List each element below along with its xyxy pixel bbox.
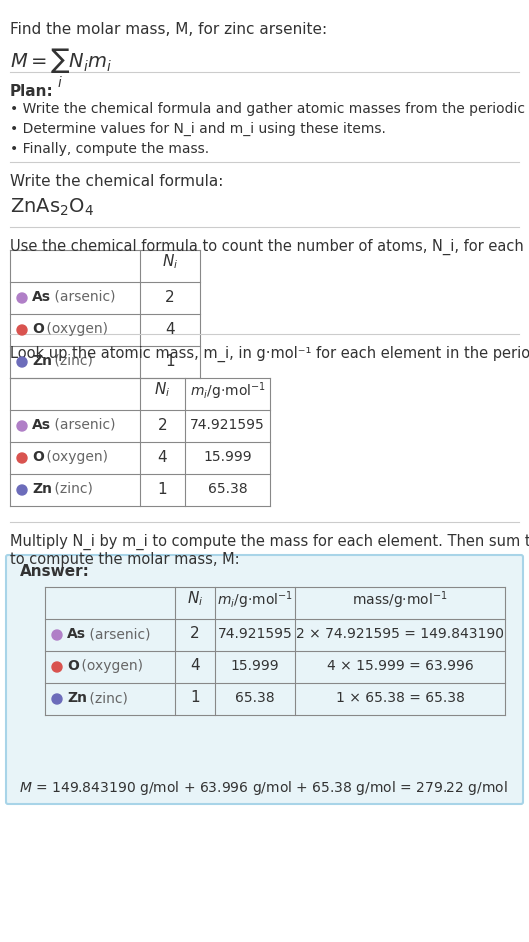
- Text: $m_i$/g·mol$^{-1}$: $m_i$/g·mol$^{-1}$: [217, 589, 293, 610]
- Text: $N_i$: $N_i$: [154, 380, 171, 398]
- Text: 2 × 74.921595 = 149.843190: 2 × 74.921595 = 149.843190: [296, 627, 504, 641]
- Text: 74.921595: 74.921595: [190, 418, 265, 432]
- Circle shape: [52, 694, 62, 704]
- Text: (zinc): (zinc): [85, 691, 128, 705]
- Text: 65.38: 65.38: [235, 691, 275, 705]
- Text: ZnAs$_2$O$_4$: ZnAs$_2$O$_4$: [10, 197, 94, 219]
- Text: (oxygen): (oxygen): [42, 322, 108, 336]
- Text: (zinc): (zinc): [50, 482, 93, 496]
- Circle shape: [17, 485, 27, 495]
- Text: (arsenic): (arsenic): [50, 418, 115, 432]
- Circle shape: [17, 293, 27, 303]
- Text: 1 × 65.38 = 65.38: 1 × 65.38 = 65.38: [335, 691, 464, 705]
- Text: 2: 2: [158, 417, 167, 432]
- Text: 2: 2: [190, 626, 200, 642]
- Circle shape: [17, 357, 27, 367]
- Text: (arsenic): (arsenic): [50, 290, 115, 304]
- FancyBboxPatch shape: [6, 555, 523, 804]
- Text: Use the chemical formula to count the number of atoms, N_i, for each element:: Use the chemical formula to count the nu…: [10, 239, 529, 255]
- Text: (oxygen): (oxygen): [42, 450, 108, 464]
- Text: Zn: Zn: [67, 691, 87, 705]
- Text: Find the molar mass, M, for zinc arsenite:: Find the molar mass, M, for zinc arsenit…: [10, 22, 327, 37]
- Text: 65.38: 65.38: [208, 482, 248, 496]
- Text: • Determine values for N_i and m_i using these items.: • Determine values for N_i and m_i using…: [10, 122, 386, 137]
- Text: 4: 4: [190, 658, 200, 674]
- Text: 15.999: 15.999: [203, 450, 252, 464]
- Text: Answer:: Answer:: [20, 564, 90, 579]
- Text: to compute the molar mass, M:: to compute the molar mass, M:: [10, 552, 240, 567]
- Text: Zn: Zn: [32, 354, 52, 368]
- Text: • Finally, compute the mass.: • Finally, compute the mass.: [10, 142, 209, 156]
- Circle shape: [17, 453, 27, 463]
- Circle shape: [17, 325, 27, 335]
- Text: $M = \sum_i N_i m_i$: $M = \sum_i N_i m_i$: [10, 47, 112, 90]
- Text: O: O: [67, 659, 79, 673]
- Text: 1: 1: [190, 690, 200, 706]
- Text: 4 × 15.999 = 63.996: 4 × 15.999 = 63.996: [326, 659, 473, 673]
- Text: $m_i$/g·mol$^{-1}$: $m_i$/g·mol$^{-1}$: [189, 380, 266, 401]
- Text: 2: 2: [165, 289, 175, 304]
- Text: 15.999: 15.999: [231, 659, 279, 673]
- Text: Zn: Zn: [32, 482, 52, 496]
- Text: • Write the chemical formula and gather atomic masses from the periodic table.: • Write the chemical formula and gather …: [10, 102, 529, 116]
- Text: $M$ = 149.843190 g/mol + 63.996 g/mol + 65.38 g/mol = 279.22 g/mol: $M$ = 149.843190 g/mol + 63.996 g/mol + …: [20, 779, 508, 797]
- Text: Plan:: Plan:: [10, 84, 54, 99]
- Text: 74.921595: 74.921595: [217, 627, 293, 641]
- Text: As: As: [32, 290, 51, 304]
- Text: (zinc): (zinc): [50, 354, 93, 368]
- Text: (arsenic): (arsenic): [85, 627, 150, 641]
- Text: $N_i$: $N_i$: [187, 589, 203, 608]
- Circle shape: [17, 421, 27, 431]
- Text: Write the chemical formula:: Write the chemical formula:: [10, 174, 223, 189]
- Text: As: As: [32, 418, 51, 432]
- Text: 1: 1: [158, 481, 167, 496]
- Text: 1: 1: [165, 353, 175, 368]
- Text: $N_i$: $N_i$: [162, 252, 178, 270]
- Text: (oxygen): (oxygen): [77, 659, 143, 673]
- Text: O: O: [32, 450, 44, 464]
- Text: mass/g·mol$^{-1}$: mass/g·mol$^{-1}$: [352, 589, 448, 610]
- Circle shape: [52, 662, 62, 672]
- Text: Look up the atomic mass, m_i, in g·mol⁻¹ for each element in the periodic table:: Look up the atomic mass, m_i, in g·mol⁻¹…: [10, 346, 529, 363]
- Text: O: O: [32, 322, 44, 336]
- Text: 4: 4: [158, 449, 167, 464]
- Text: As: As: [67, 627, 86, 641]
- Text: Multiply N_i by m_i to compute the mass for each element. Then sum those values: Multiply N_i by m_i to compute the mass …: [10, 534, 529, 550]
- Text: 4: 4: [165, 321, 175, 336]
- Circle shape: [52, 630, 62, 640]
